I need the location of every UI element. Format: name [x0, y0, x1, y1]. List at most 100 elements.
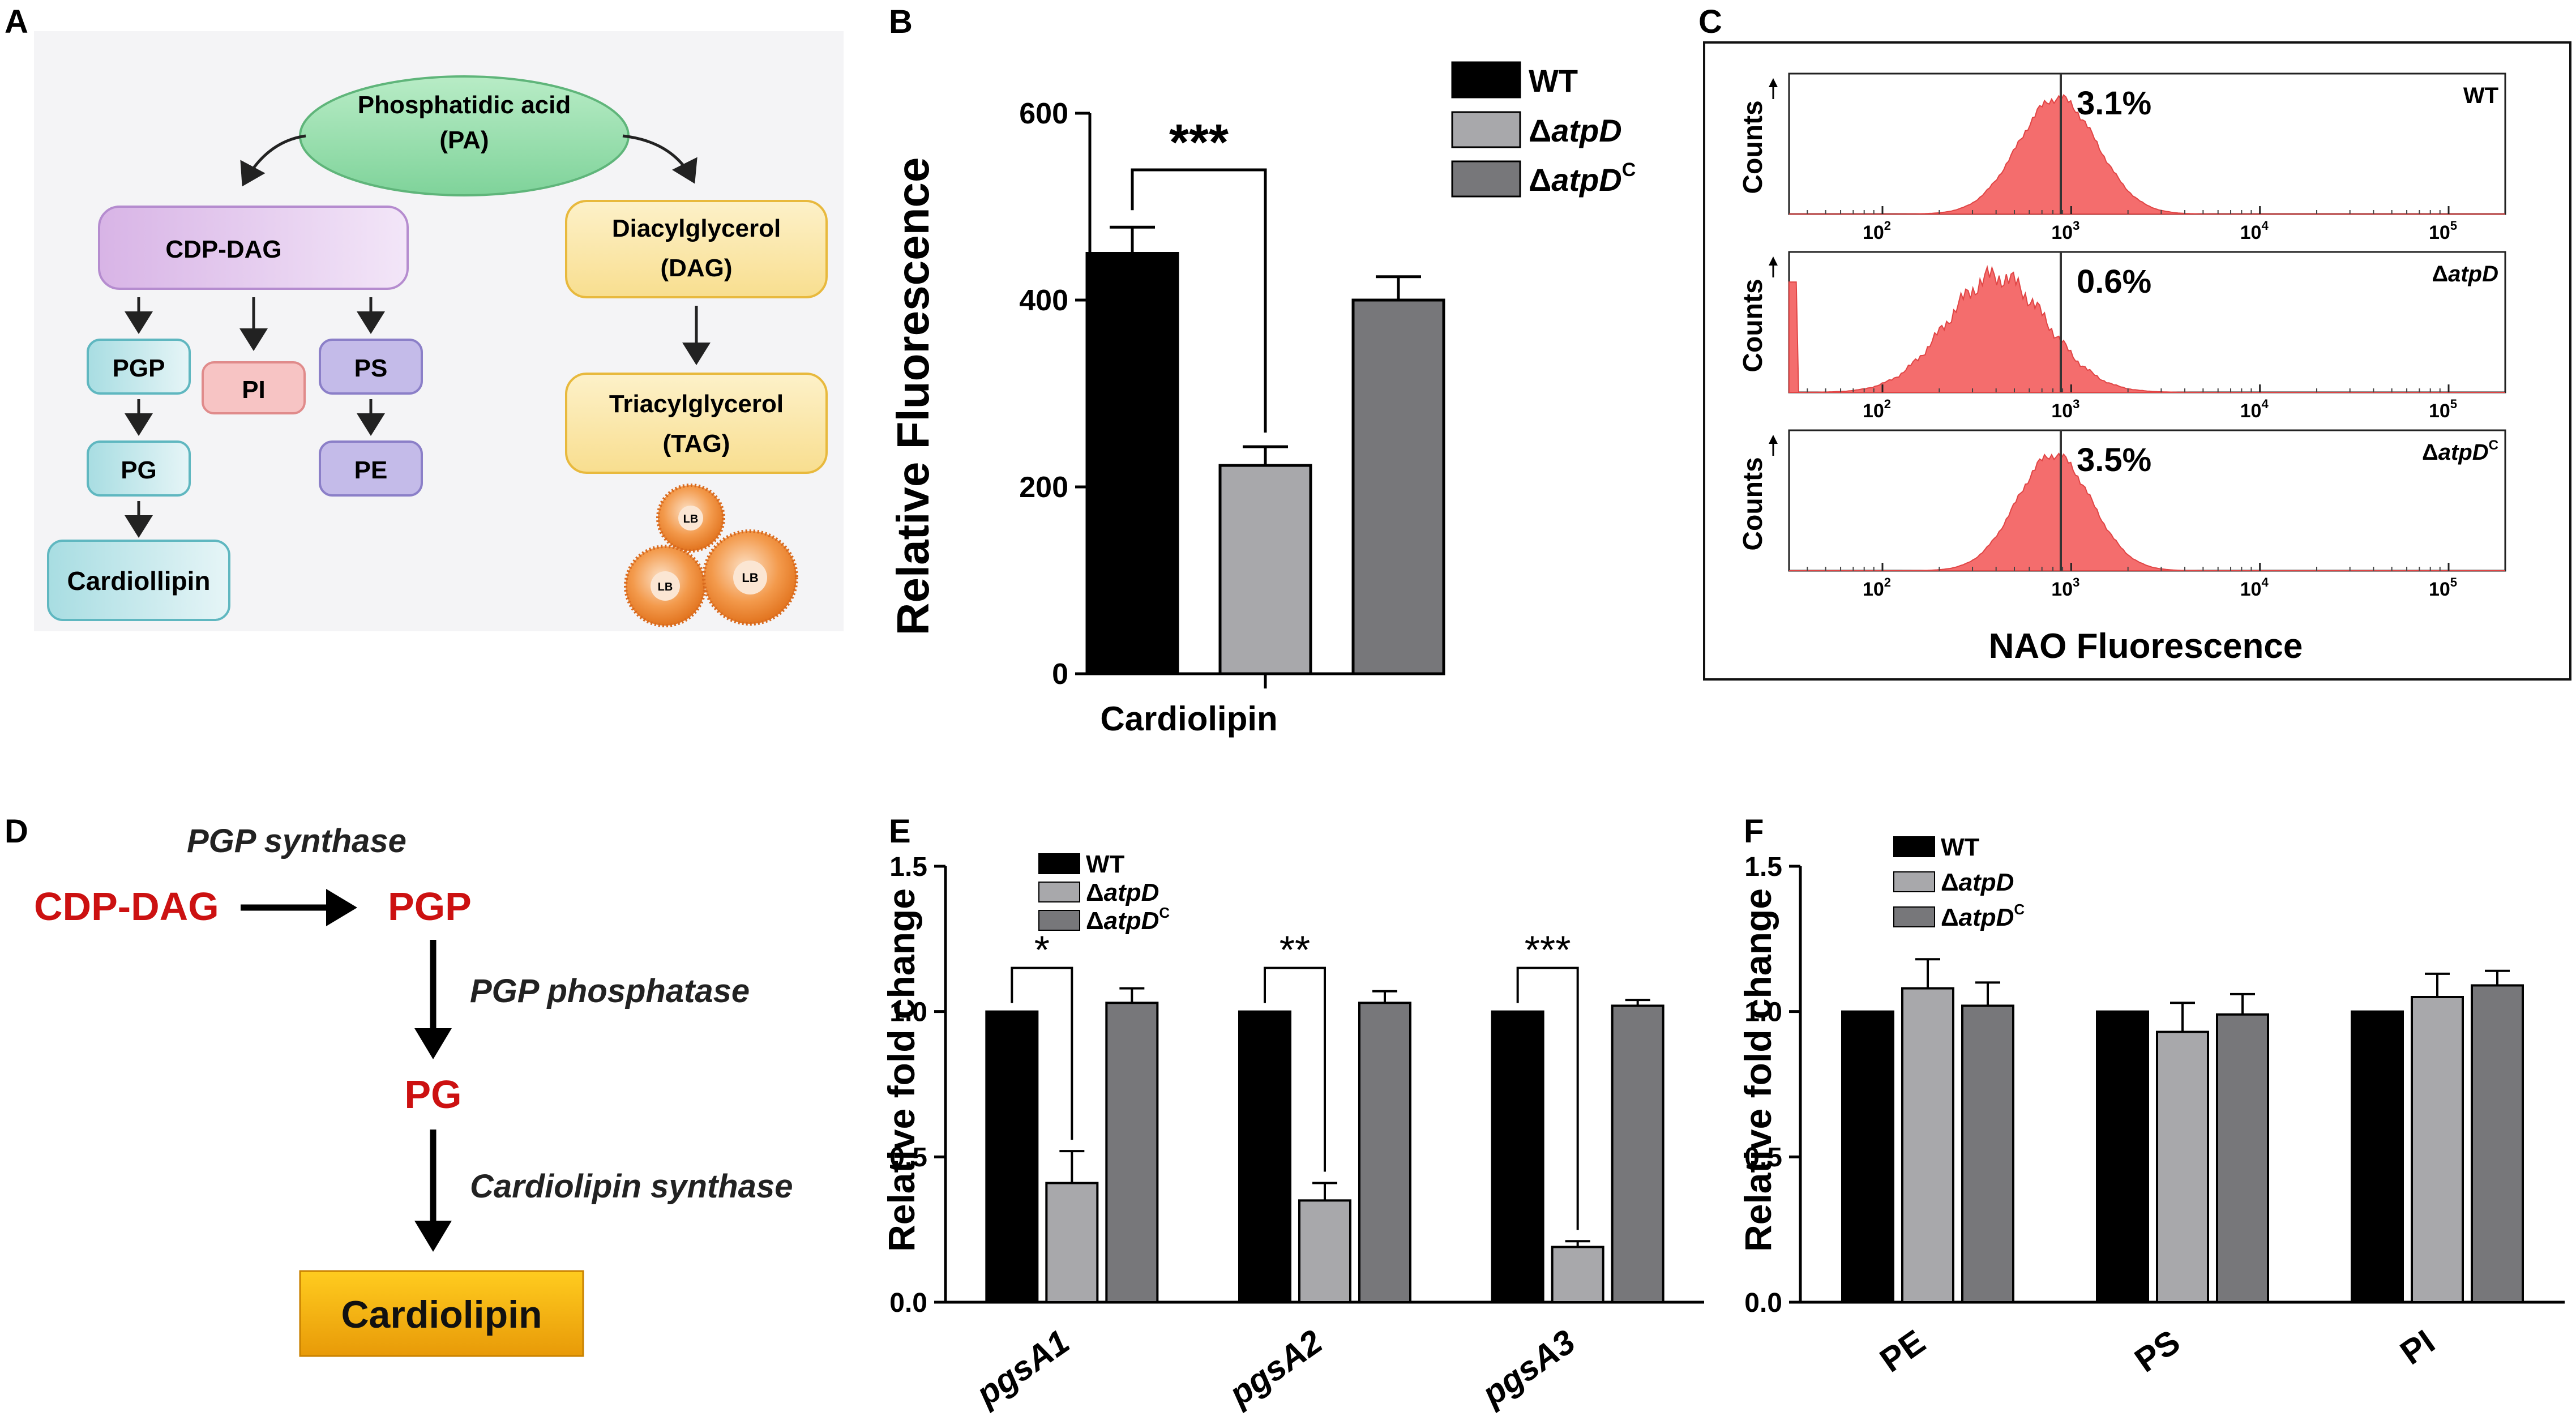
panel-f-chart: Relative fold change WT ΔatpD ΔatpDC 0.0…	[1737, 833, 2565, 1380]
pgp-synthase-label: PGP synthase	[187, 823, 406, 859]
dag-label-1: Diacylglycerol	[612, 215, 781, 242]
c-percent-label: 0.6%	[2077, 263, 2151, 300]
panel-e-chart: Relative fold change WT ΔatpD ΔatpDC 0.0…	[880, 850, 1704, 1414]
f-y-tick-label: 0.0	[1744, 1288, 1782, 1318]
c-strain-label: ΔatpDC	[2422, 438, 2498, 465]
c-percent-label: 3.1%	[2077, 85, 2151, 122]
e-category-label: pgsA2	[1221, 1323, 1329, 1414]
c-percent-label: 3.5%	[2077, 442, 2151, 478]
ps-node	[319, 339, 423, 395]
pg-label: PG	[121, 456, 157, 484]
pg-node	[87, 440, 191, 497]
e-bar-ΔatpD	[1551, 1246, 1604, 1303]
e-legend-label-atpd: ΔatpD	[1086, 879, 1159, 906]
c-strain-label: ΔatpD	[2432, 262, 2498, 286]
f-bar-ΔatpDC	[1961, 1004, 2014, 1303]
panel-c-flow-cytometry: NAO Fluorescence 102 103 104 105 Counts 3.1% W…	[1703, 41, 2571, 681]
f-bar-ΔatpD	[1901, 987, 1954, 1303]
b-significance-bracket	[1131, 168, 1267, 433]
panel-b-chart: Relative Fluorescence Cardiolipin WT Δat…	[888, 61, 1636, 738]
f-bar-ΔatpDC	[2471, 984, 2524, 1303]
f-legend: WT ΔatpD ΔatpDC	[1893, 833, 2025, 931]
e-significance-label: **	[1280, 928, 1310, 972]
pgp-label: PGP	[113, 354, 165, 382]
e-bar-WT	[1491, 1010, 1544, 1303]
c-histogram-WT	[1789, 94, 2505, 215]
e-significance-bracket	[1011, 966, 1073, 1140]
f-bar-WT	[2351, 1010, 2404, 1303]
e-significance-label: *	[1034, 928, 1050, 972]
b-x-axis-title: Cardiolipin	[1100, 700, 1277, 738]
e-legend-swatch-wt	[1038, 853, 1080, 874]
c-x-tick-label: 104	[2240, 219, 2269, 243]
b-y-tick-label: 400	[1019, 284, 1068, 317]
f-legend-label-wt: WT	[1941, 833, 1980, 861]
panel-letter-a: A	[5, 3, 28, 40]
e-significance-bracket	[1264, 966, 1326, 1172]
e-y-tick-label: 0.5	[889, 1143, 927, 1173]
c-x-tick-label: 102	[1863, 575, 1891, 600]
e-bar-ΔatpDC	[1358, 1002, 1411, 1304]
dag-label-2: (DAG)	[660, 254, 732, 282]
b-legend-swatch-wt	[1451, 61, 1521, 99]
arrow-pa-cdp	[240, 134, 306, 187]
b-legend-label-wt: WT	[1529, 63, 1578, 99]
cdp-dag-label: CDP-DAG	[165, 236, 281, 263]
e-bar-WT	[1238, 1010, 1291, 1303]
d-cardiolipin-box	[299, 1270, 584, 1357]
pa-label-1: Phosphatidic acid	[358, 91, 571, 119]
pe-label: PE	[354, 456, 388, 484]
f-legend-swatch-atpdc	[1893, 906, 1935, 927]
f-y-axis-title: Relative fold change	[1737, 888, 1779, 1252]
e-y-tick-label: 1.5	[889, 852, 927, 882]
lipid-body-label: LB	[658, 581, 673, 593]
f-legend-label-atpdc: ΔatpDC	[1941, 901, 2025, 931]
b-bar-ΔatpD	[1218, 464, 1312, 675]
e-category-label: pgsA3	[1474, 1323, 1582, 1414]
c-strain-label: WT	[2463, 83, 2498, 108]
lipid-bodies: LB LB LB	[624, 484, 798, 627]
e-significance-bracket	[1516, 966, 1579, 1230]
f-bar-ΔatpD	[2156, 1030, 2209, 1303]
tag-node	[565, 373, 828, 474]
f-bar-WT	[1841, 1010, 1894, 1303]
c-x-tick-label: 102	[1863, 219, 1891, 243]
c-x-tick-label: 105	[2429, 219, 2457, 243]
f-y-tick-label: 1.0	[1744, 997, 1782, 1027]
arrow-pa-dag	[622, 134, 698, 184]
panel-a-diagram: Phosphatidic acid (PA) CDP-DAG PGP PI PS…	[34, 31, 844, 631]
e-legend-label-wt: WT	[1086, 850, 1125, 878]
b-legend-swatch-atpd	[1451, 111, 1521, 148]
dag-node	[565, 200, 828, 298]
e-bar-WT	[985, 1010, 1039, 1303]
b-legend-swatch-atpdc	[1451, 160, 1521, 198]
c-x-tick-label: 104	[2240, 575, 2269, 600]
f-bar-ΔatpD	[2411, 996, 2464, 1303]
c-counts-arrowhead	[1769, 78, 1778, 87]
e-legend-swatch-atpd	[1038, 882, 1080, 902]
pe-node	[319, 440, 423, 497]
e-legend: WT ΔatpD ΔatpDC	[1038, 850, 1170, 935]
b-y-tick-label: 600	[1019, 97, 1068, 130]
pa-label-2: (PA)	[439, 126, 489, 154]
tag-label-1: Triacylglycerol	[609, 390, 784, 418]
c-x-tick-label: 105	[2429, 397, 2457, 422]
c-y-axis-title: Counts	[1738, 279, 1768, 372]
pgp-node	[87, 339, 191, 395]
f-legend-label-atpd: ΔatpD	[1941, 869, 2014, 896]
f-legend-swatch-wt	[1893, 836, 1935, 857]
panel-letter-d: D	[5, 813, 28, 850]
e-category-label: pgsA1	[969, 1323, 1076, 1414]
panel-letter-b: B	[889, 3, 913, 40]
f-y-tick-label: 0.5	[1744, 1143, 1782, 1173]
ps-label: PS	[354, 354, 388, 382]
e-y-axis-title: Relative fold change	[880, 888, 922, 1252]
e-bar-ΔatpDC	[1105, 1002, 1159, 1304]
c-outer-frame	[1703, 41, 2571, 681]
cardiolipin-synthase-label: Cardiolipin synthase	[470, 1168, 793, 1205]
e-bar-ΔatpD	[1298, 1199, 1351, 1303]
panel-d-scheme: PGP synthase CDP-DAG PGP PGP phosphatase…	[34, 823, 793, 1357]
b-legend: WT ΔatpD ΔatpDC	[1451, 61, 1636, 198]
f-bar-WT	[2096, 1010, 2149, 1303]
